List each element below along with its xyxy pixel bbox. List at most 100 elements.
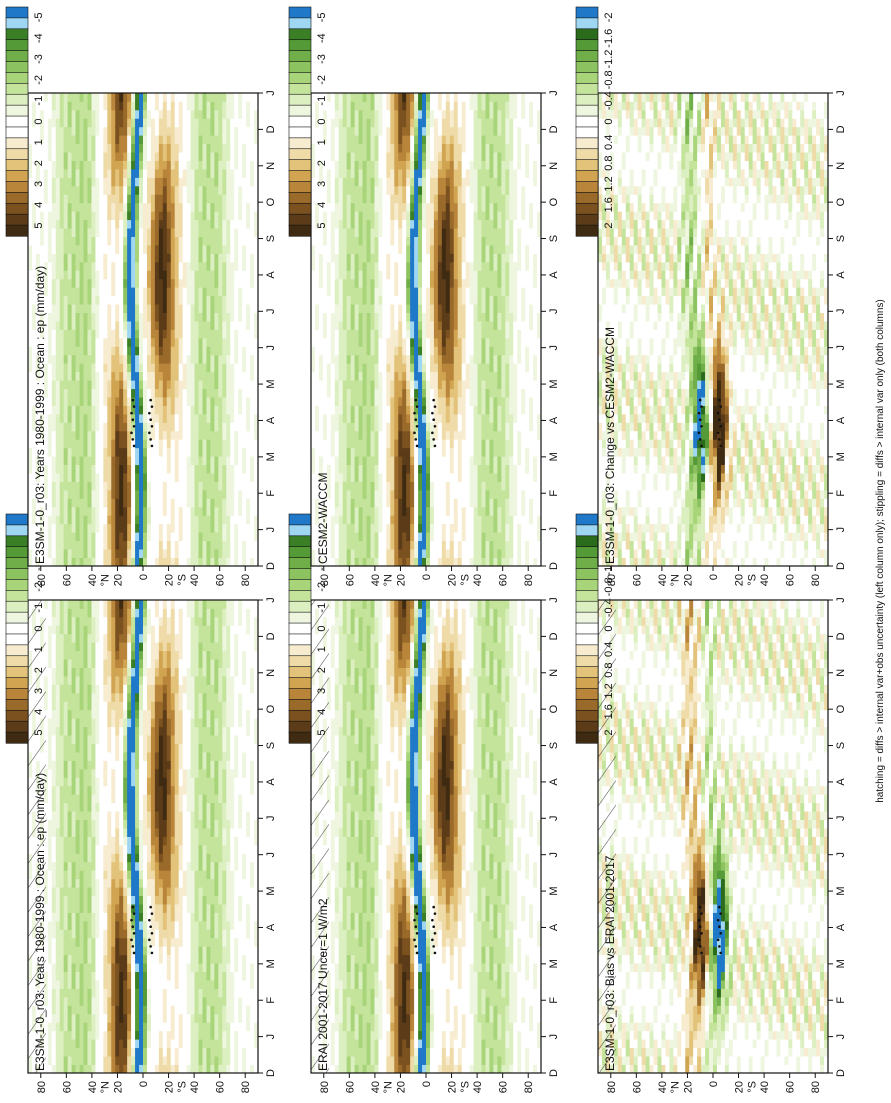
heatmap-cell (155, 862, 159, 871)
heatmap-cell (183, 811, 187, 820)
heatmap-cell (115, 1056, 119, 1065)
heatmap-cell (72, 760, 76, 769)
heatmap-cell (195, 972, 199, 981)
heatmap-cell (214, 752, 218, 761)
heatmap-cell (103, 482, 107, 491)
heatmap-cell (56, 642, 60, 651)
heatmap-cell (135, 904, 139, 913)
heatmap-cell (127, 608, 131, 617)
heatmap-cell (84, 93, 88, 102)
heatmap-cell (111, 896, 115, 905)
heatmap-cell (187, 896, 191, 905)
heatmap-cell (230, 803, 234, 812)
heatmap-cell (222, 1005, 226, 1014)
heatmap-cell (68, 997, 72, 1006)
heatmap-cell (84, 1022, 88, 1031)
heatmap-cell (80, 1005, 84, 1014)
heatmap-cell (139, 862, 143, 871)
heatmap-cell (143, 1022, 147, 1031)
heatmap-cell (139, 879, 143, 888)
heatmap-cell (84, 870, 88, 879)
heatmap-cell (123, 668, 127, 677)
heatmap-cell (123, 177, 127, 186)
heatmap-cell (111, 989, 115, 998)
heatmap-cell (48, 617, 52, 626)
heatmap-cell (99, 118, 103, 127)
colorbar-swatch (6, 634, 28, 645)
heatmap-cell (48, 828, 52, 837)
heatmap-cell (214, 997, 218, 1006)
heatmap-cell (123, 693, 127, 702)
heatmap-cell (87, 262, 91, 271)
heatmap-cell (151, 634, 155, 643)
heatmap-cell (111, 735, 115, 744)
heatmap-cell (123, 549, 127, 558)
heatmap-cell (179, 803, 183, 812)
heatmap-cell (91, 228, 95, 237)
heatmap-cell (127, 1031, 131, 1040)
heatmap-cell (230, 676, 234, 685)
heatmap-cell (210, 1014, 214, 1023)
heatmap-cell (72, 194, 76, 203)
heatmap-cell (56, 101, 60, 110)
heatmap-cell (72, 355, 76, 364)
heatmap-cell (95, 811, 99, 820)
heatmap-cell (179, 668, 183, 677)
heatmap-cell (60, 144, 64, 153)
heatmap-cell (202, 1014, 206, 1023)
heatmap-cell (155, 684, 159, 693)
heatmap-cell (127, 152, 131, 161)
heatmap-cell (191, 786, 195, 795)
heatmap-cell (72, 279, 76, 288)
heatmap-cell (99, 1014, 103, 1023)
heatmap-cell (123, 625, 127, 634)
heatmap-cell (72, 135, 76, 144)
heatmap-cell (135, 389, 139, 398)
heatmap-cell (163, 963, 167, 972)
heatmap-cell (52, 676, 56, 685)
heatmap-cell (123, 794, 127, 803)
heatmap-cell (151, 972, 155, 981)
heatmap-cell (68, 439, 72, 448)
heatmap-cell (147, 744, 151, 753)
heatmap-cell (238, 980, 242, 989)
heatmap-cell (167, 752, 171, 761)
heatmap-cell (76, 456, 80, 465)
heatmap-cell (155, 710, 159, 719)
heatmap-cell (123, 498, 127, 507)
heatmap-cell (107, 498, 111, 507)
heatmap-cell (84, 1005, 88, 1014)
heatmap-cell (222, 997, 226, 1006)
heatmap-cell (143, 727, 147, 736)
heatmap-cell (32, 211, 36, 220)
heatmap-cell (242, 828, 246, 837)
heatmap-cell (99, 177, 103, 186)
heatmap-cell (80, 287, 84, 296)
heatmap-cell (28, 473, 32, 482)
heatmap-cell (175, 769, 179, 778)
heatmap-cell (64, 803, 68, 812)
heatmap-cell (80, 870, 84, 879)
heatmap-cell (119, 152, 123, 161)
heatmap-cell (143, 380, 147, 389)
heatmap-cell (111, 634, 115, 643)
heatmap-cell (80, 321, 84, 330)
heatmap-cell (226, 820, 230, 829)
heatmap-cell (226, 837, 230, 846)
heatmap-cell (250, 980, 254, 989)
heatmap-cell (214, 735, 218, 744)
heatmap-cell (80, 228, 84, 237)
heatmap-cell (131, 862, 135, 871)
heatmap-cell (76, 228, 80, 237)
heatmap-cell (131, 161, 135, 170)
heatmap-cell (99, 668, 103, 677)
heatmap-cell (52, 287, 56, 296)
heatmap-cell (76, 515, 80, 524)
heatmap-cell (80, 744, 84, 753)
heatmap-cell (91, 659, 95, 668)
heatmap-cell (111, 820, 115, 829)
heatmap-cell (202, 1005, 206, 1014)
heatmap-cell (119, 177, 123, 186)
heatmap-cell (107, 237, 111, 246)
heatmap-cell (99, 296, 103, 305)
